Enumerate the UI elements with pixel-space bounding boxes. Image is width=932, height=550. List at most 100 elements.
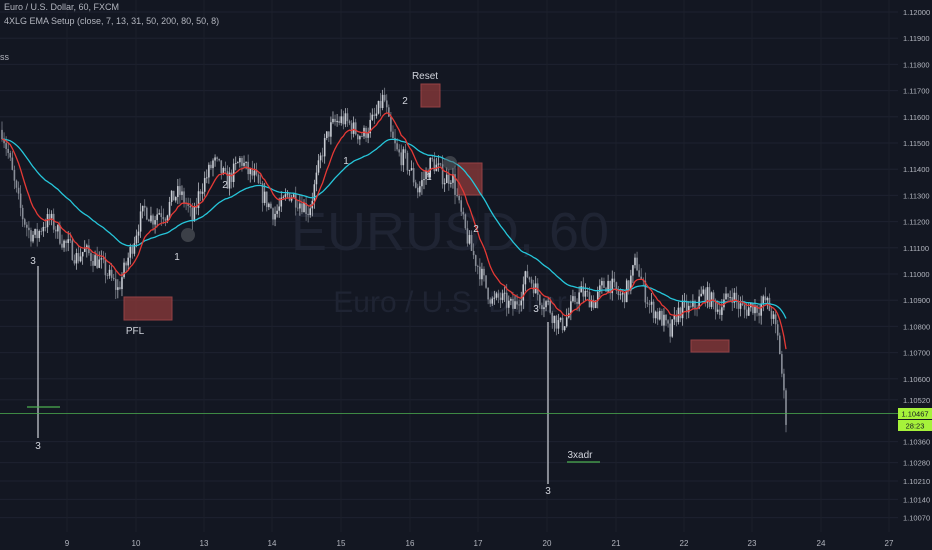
candle-body <box>265 191 268 208</box>
indicator-title[interactable]: 4XLG EMA Setup (close, 7, 13, 31, 50, 20… <box>4 16 220 26</box>
candle-body <box>669 323 671 337</box>
candle-body <box>26 224 28 228</box>
candle-body <box>110 269 113 278</box>
candle-body <box>445 174 448 184</box>
candle-body <box>421 180 423 187</box>
y-tick-label: 1.10070 <box>903 514 930 523</box>
candle-body <box>98 259 101 268</box>
adr-lines <box>27 266 600 484</box>
candle-body <box>274 213 276 220</box>
candle-body <box>762 296 765 305</box>
candle-body <box>524 271 527 285</box>
label-2: 2 <box>473 224 479 235</box>
candle-body <box>565 317 568 327</box>
y-tick-label: 1.11400 <box>903 165 930 174</box>
candle-body <box>772 314 775 319</box>
candle-body <box>479 266 481 280</box>
candle-body <box>448 174 450 184</box>
countdown-box <box>898 420 932 431</box>
price-tag-box <box>898 408 932 419</box>
candle-body <box>588 291 591 308</box>
candle-body <box>237 162 239 164</box>
candle-body <box>648 303 651 305</box>
candle-body <box>67 239 69 243</box>
candle-body <box>71 240 74 261</box>
candle-body <box>495 293 498 298</box>
candle-body <box>3 139 5 144</box>
candle-body <box>640 276 642 280</box>
candle-body <box>146 207 148 220</box>
candle-body <box>288 193 291 201</box>
candle-body <box>400 152 403 166</box>
candle-body <box>406 152 409 171</box>
candle-body <box>309 208 312 215</box>
candle-body <box>253 170 256 176</box>
candle-body <box>752 303 754 314</box>
candle-body <box>520 300 523 306</box>
candle-body <box>584 290 587 297</box>
candle-body <box>539 294 541 306</box>
candle-body <box>133 243 136 254</box>
candle-body <box>493 297 496 299</box>
x-tick-label: 15 <box>337 539 346 548</box>
candle-body <box>21 207 24 220</box>
candle-body <box>255 170 258 175</box>
candle-body <box>344 113 347 125</box>
candle-body <box>557 320 560 329</box>
candle-body <box>139 211 142 232</box>
candle-body <box>458 195 460 201</box>
candle-body <box>522 284 525 301</box>
y-tick-label: 1.11300 <box>903 191 930 200</box>
candle-body <box>150 215 152 222</box>
pfl-box <box>123 296 173 321</box>
candle-body <box>671 319 674 337</box>
candle-body <box>361 136 363 137</box>
candle-body <box>11 157 14 170</box>
candle-body <box>559 317 562 321</box>
candle-body <box>503 292 506 294</box>
candle-body <box>770 310 773 319</box>
candle-body <box>419 186 421 193</box>
candle-body <box>489 299 491 304</box>
legend-fragment: ss <box>0 52 9 62</box>
candle-body <box>135 235 138 244</box>
label-pfl: PFL <box>126 326 145 337</box>
symbol-title[interactable]: Euro / U.S. Dollar, 60, FXCM <box>4 2 120 12</box>
candle-body <box>758 312 760 316</box>
candle-body <box>216 157 218 159</box>
candle-body <box>580 286 583 293</box>
candle-body <box>462 211 465 215</box>
label-1: 1 <box>343 156 349 167</box>
candle-body <box>723 299 725 308</box>
candle-body <box>470 235 473 251</box>
candle-body <box>756 305 758 313</box>
price-axis[interactable]: 1.12000 1.11900 1.11800 1.11700 1.11600 1.115… <box>903 8 930 523</box>
ema-slow-line <box>1 138 787 319</box>
candle-body <box>431 158 434 160</box>
candle-body <box>452 174 454 183</box>
candle-body <box>79 256 82 262</box>
candle-body <box>375 113 378 116</box>
candle-body <box>712 292 715 301</box>
y-tick-label: 1.10700 <box>903 349 930 358</box>
label-1: 1 <box>174 252 180 263</box>
candle-body <box>359 136 361 140</box>
x-tick-label: 21 <box>612 539 621 548</box>
candle-body <box>321 155 324 157</box>
candle-body <box>106 275 109 276</box>
candle-body <box>212 160 214 169</box>
candle-body <box>388 107 390 117</box>
y-tick-label: 1.10210 <box>903 477 930 486</box>
label-3: 3 <box>35 441 41 452</box>
candle-body <box>702 289 705 294</box>
candle-body <box>491 298 494 304</box>
candle-body <box>131 247 134 254</box>
candle-body <box>290 197 293 201</box>
candle-body <box>454 174 456 195</box>
candle-body <box>330 122 332 137</box>
candle-body <box>191 207 194 222</box>
time-axis[interactable]: 9 10 13 14 15 16 17 20 21 22 23 24 27 <box>65 539 894 548</box>
candle-body <box>48 214 51 219</box>
